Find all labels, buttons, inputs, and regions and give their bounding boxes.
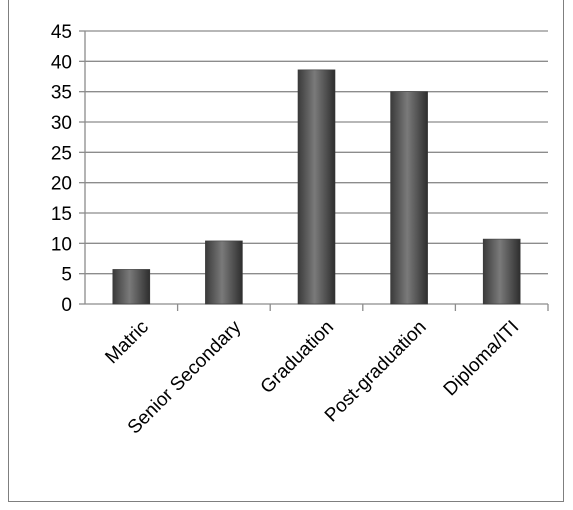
x-tick-label: Graduation xyxy=(257,317,338,398)
y-tick-label: 0 xyxy=(61,295,72,316)
x-tick-label: Post-graduation xyxy=(321,317,431,427)
x-tick-label: Diploma/ITI xyxy=(440,317,524,401)
y-tick-label: 20 xyxy=(51,174,72,195)
bars xyxy=(112,69,521,305)
y-tick-label: 10 xyxy=(51,234,72,255)
bar-post-graduation xyxy=(390,91,428,305)
y-tick-label: 40 xyxy=(51,52,72,73)
bar-diploma-iti xyxy=(482,238,521,305)
y-tick-label: 30 xyxy=(51,113,72,134)
y-tick-label: 35 xyxy=(51,83,72,104)
bar-graduation xyxy=(297,69,336,305)
bar-senior-secondary xyxy=(205,240,243,305)
y-tick-labels: 0 5 10 15 20 25 30 35 40 45 xyxy=(51,22,72,316)
y-tick-label: 15 xyxy=(51,204,72,225)
x-tick-label: Matric xyxy=(101,317,152,368)
bar-matric xyxy=(112,269,151,305)
chart-frame xyxy=(8,0,564,502)
y-tick-label: 45 xyxy=(51,22,72,43)
y-tick-label: 25 xyxy=(51,143,72,164)
y-tick-label: 5 xyxy=(61,265,72,286)
